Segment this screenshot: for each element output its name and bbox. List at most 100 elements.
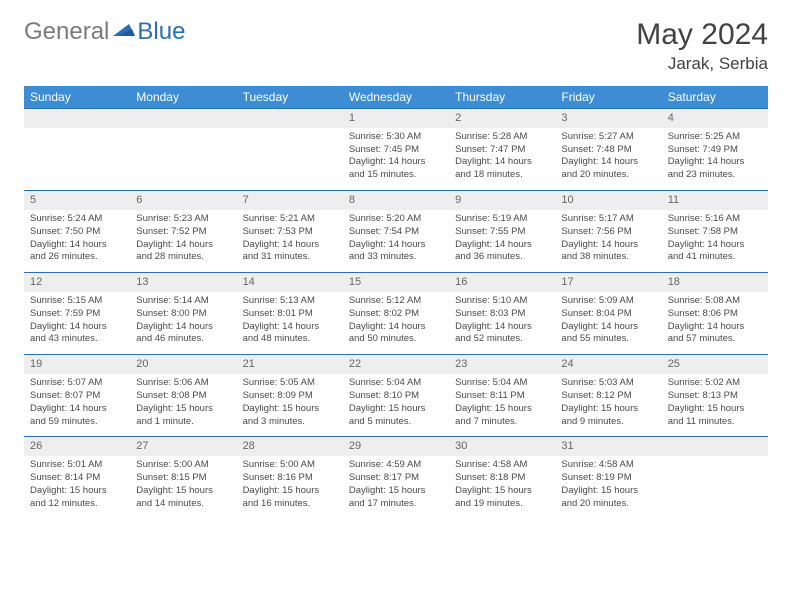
day-number: 9 bbox=[449, 191, 555, 210]
sunrise-text: Sunrise: 5:17 AM bbox=[561, 213, 655, 226]
daylight-text: Daylight: 14 hours and 55 minutes. bbox=[561, 321, 655, 347]
day-number: 2 bbox=[449, 109, 555, 128]
sunrise-text: Sunrise: 5:23 AM bbox=[136, 213, 230, 226]
sunrise-text: Sunrise: 5:06 AM bbox=[136, 377, 230, 390]
calendar-cell: 11Sunrise: 5:16 AMSunset: 7:58 PMDayligh… bbox=[662, 191, 768, 273]
col-wednesday: Wednesday bbox=[343, 86, 449, 109]
daylight-text: Daylight: 15 hours and 7 minutes. bbox=[455, 403, 549, 429]
daylight-text: Daylight: 14 hours and 46 minutes. bbox=[136, 321, 230, 347]
calendar-cell: 23Sunrise: 5:04 AMSunset: 8:11 PMDayligh… bbox=[449, 355, 555, 437]
daylight-text: Daylight: 15 hours and 5 minutes. bbox=[349, 403, 443, 429]
calendar-cell: 1Sunrise: 5:30 AMSunset: 7:45 PMDaylight… bbox=[343, 109, 449, 191]
calendar-cell: 10Sunrise: 5:17 AMSunset: 7:56 PMDayligh… bbox=[555, 191, 661, 273]
calendar-cell: 28Sunrise: 5:00 AMSunset: 8:16 PMDayligh… bbox=[237, 437, 343, 519]
day-number: 28 bbox=[237, 437, 343, 456]
day-number bbox=[662, 437, 768, 456]
day-number: 21 bbox=[237, 355, 343, 374]
sunset-text: Sunset: 8:08 PM bbox=[136, 390, 230, 403]
day-number: 31 bbox=[555, 437, 661, 456]
col-friday: Friday bbox=[555, 86, 661, 109]
calendar-cell: 7Sunrise: 5:21 AMSunset: 7:53 PMDaylight… bbox=[237, 191, 343, 273]
day-number: 16 bbox=[449, 273, 555, 292]
sunset-text: Sunset: 8:06 PM bbox=[668, 308, 762, 321]
calendar-cell: 12Sunrise: 5:15 AMSunset: 7:59 PMDayligh… bbox=[24, 273, 130, 355]
sunrise-text: Sunrise: 5:05 AM bbox=[243, 377, 337, 390]
sunrise-text: Sunrise: 5:21 AM bbox=[243, 213, 337, 226]
daylight-text: Daylight: 14 hours and 41 minutes. bbox=[668, 239, 762, 265]
calendar-cell: 16Sunrise: 5:10 AMSunset: 8:03 PMDayligh… bbox=[449, 273, 555, 355]
logo-text-gray: General bbox=[24, 18, 109, 46]
day-number bbox=[130, 109, 236, 128]
col-sunday: Sunday bbox=[24, 86, 130, 109]
day-number: 15 bbox=[343, 273, 449, 292]
sunset-text: Sunset: 8:17 PM bbox=[349, 472, 443, 485]
daylight-text: Daylight: 14 hours and 50 minutes. bbox=[349, 321, 443, 347]
col-thursday: Thursday bbox=[449, 86, 555, 109]
calendar-cell: 2Sunrise: 5:28 AMSunset: 7:47 PMDaylight… bbox=[449, 109, 555, 191]
sunrise-text: Sunrise: 5:03 AM bbox=[561, 377, 655, 390]
sunrise-text: Sunrise: 5:14 AM bbox=[136, 295, 230, 308]
sunset-text: Sunset: 8:15 PM bbox=[136, 472, 230, 485]
calendar-week: 12Sunrise: 5:15 AMSunset: 7:59 PMDayligh… bbox=[24, 273, 768, 355]
daylight-text: Daylight: 14 hours and 59 minutes. bbox=[30, 403, 124, 429]
sunrise-text: Sunrise: 5:16 AM bbox=[668, 213, 762, 226]
daylight-text: Daylight: 15 hours and 19 minutes. bbox=[455, 485, 549, 511]
calendar-cell: 25Sunrise: 5:02 AMSunset: 8:13 PMDayligh… bbox=[662, 355, 768, 437]
sunset-text: Sunset: 7:45 PM bbox=[349, 144, 443, 157]
sunset-text: Sunset: 8:09 PM bbox=[243, 390, 337, 403]
day-number: 18 bbox=[662, 273, 768, 292]
calendar-cell: 14Sunrise: 5:13 AMSunset: 8:01 PMDayligh… bbox=[237, 273, 343, 355]
day-number: 10 bbox=[555, 191, 661, 210]
col-saturday: Saturday bbox=[662, 86, 768, 109]
sunrise-text: Sunrise: 5:25 AM bbox=[668, 131, 762, 144]
sunrise-text: Sunrise: 5:12 AM bbox=[349, 295, 443, 308]
sunrise-text: Sunrise: 5:09 AM bbox=[561, 295, 655, 308]
sunset-text: Sunset: 7:47 PM bbox=[455, 144, 549, 157]
day-number: 23 bbox=[449, 355, 555, 374]
calendar-cell: 19Sunrise: 5:07 AMSunset: 8:07 PMDayligh… bbox=[24, 355, 130, 437]
col-tuesday: Tuesday bbox=[237, 86, 343, 109]
sunrise-text: Sunrise: 5:27 AM bbox=[561, 131, 655, 144]
daylight-text: Daylight: 15 hours and 9 minutes. bbox=[561, 403, 655, 429]
calendar-week: 19Sunrise: 5:07 AMSunset: 8:07 PMDayligh… bbox=[24, 355, 768, 437]
daylight-text: Daylight: 14 hours and 31 minutes. bbox=[243, 239, 337, 265]
daylight-text: Daylight: 15 hours and 1 minute. bbox=[136, 403, 230, 429]
sunset-text: Sunset: 8:02 PM bbox=[349, 308, 443, 321]
sunrise-text: Sunrise: 5:01 AM bbox=[30, 459, 124, 472]
day-number: 4 bbox=[662, 109, 768, 128]
daylight-text: Daylight: 14 hours and 15 minutes. bbox=[349, 156, 443, 182]
calendar-cell: 4Sunrise: 5:25 AMSunset: 7:49 PMDaylight… bbox=[662, 109, 768, 191]
day-number: 13 bbox=[130, 273, 236, 292]
calendar-cell: 27Sunrise: 5:00 AMSunset: 8:15 PMDayligh… bbox=[130, 437, 236, 519]
daylight-text: Daylight: 14 hours and 36 minutes. bbox=[455, 239, 549, 265]
day-number: 6 bbox=[130, 191, 236, 210]
calendar-cell: 21Sunrise: 5:05 AMSunset: 8:09 PMDayligh… bbox=[237, 355, 343, 437]
calendar-cell: 13Sunrise: 5:14 AMSunset: 8:00 PMDayligh… bbox=[130, 273, 236, 355]
daylight-text: Daylight: 14 hours and 48 minutes. bbox=[243, 321, 337, 347]
day-number: 17 bbox=[555, 273, 661, 292]
daylight-text: Daylight: 14 hours and 57 minutes. bbox=[668, 321, 762, 347]
sunset-text: Sunset: 8:16 PM bbox=[243, 472, 337, 485]
sunrise-text: Sunrise: 5:07 AM bbox=[30, 377, 124, 390]
sunset-text: Sunset: 7:52 PM bbox=[136, 226, 230, 239]
calendar-cell bbox=[24, 109, 130, 191]
sunrise-text: Sunrise: 5:04 AM bbox=[349, 377, 443, 390]
sunset-text: Sunset: 8:19 PM bbox=[561, 472, 655, 485]
calendar-cell bbox=[237, 109, 343, 191]
calendar-week: 5Sunrise: 5:24 AMSunset: 7:50 PMDaylight… bbox=[24, 191, 768, 273]
header: General Blue May 2024 Jarak, Serbia bbox=[24, 18, 768, 74]
sunrise-text: Sunrise: 5:24 AM bbox=[30, 213, 124, 226]
sunrise-text: Sunrise: 5:19 AM bbox=[455, 213, 549, 226]
day-header-row: Sunday Monday Tuesday Wednesday Thursday… bbox=[24, 86, 768, 109]
daylight-text: Daylight: 14 hours and 23 minutes. bbox=[668, 156, 762, 182]
daylight-text: Daylight: 14 hours and 28 minutes. bbox=[136, 239, 230, 265]
calendar-cell bbox=[662, 437, 768, 519]
calendar-cell bbox=[130, 109, 236, 191]
sunrise-text: Sunrise: 4:58 AM bbox=[455, 459, 549, 472]
calendar-cell: 9Sunrise: 5:19 AMSunset: 7:55 PMDaylight… bbox=[449, 191, 555, 273]
sunset-text: Sunset: 7:53 PM bbox=[243, 226, 337, 239]
col-monday: Monday bbox=[130, 86, 236, 109]
sunrise-text: Sunrise: 5:04 AM bbox=[455, 377, 549, 390]
sunset-text: Sunset: 8:01 PM bbox=[243, 308, 337, 321]
day-number: 29 bbox=[343, 437, 449, 456]
